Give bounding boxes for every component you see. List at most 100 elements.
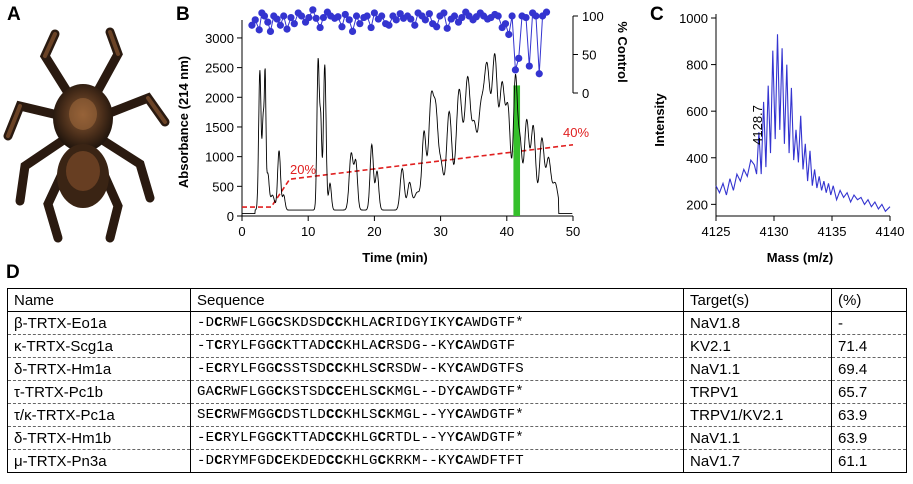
activity-point — [392, 16, 400, 24]
activity-point — [312, 14, 320, 22]
activity-point — [363, 12, 371, 20]
activity-point — [385, 21, 393, 29]
sequence-fragment: KRKM--KY — [386, 453, 456, 469]
toxin-percent: 65.7 — [831, 380, 907, 404]
activity-point — [290, 20, 298, 28]
activity-point — [511, 66, 520, 74]
cysteine-residue: C — [274, 430, 284, 446]
activity-point — [319, 13, 328, 22]
cysteine-residue: CC — [326, 361, 344, 377]
cysteine-residue: C — [377, 315, 387, 331]
toxin-sequence: -DCRWFLGGCSKDSDCCKHLACRIDGYIKYCAWDGTF* — [190, 311, 684, 335]
b-ytick-label: 0 — [227, 209, 234, 224]
b-xtick-label: 0 — [238, 224, 245, 239]
sequence-fragment: RYLFGG — [222, 338, 275, 354]
cysteine-residue: C — [455, 384, 464, 400]
toxin-sequence-table: Name Sequence Target(s) (%) β-TRTX-Eo1a -… — [7, 288, 907, 473]
activity-point — [352, 12, 361, 20]
activity-point — [316, 23, 324, 32]
activity-point — [535, 70, 543, 78]
peak-annotation: 4128.7 — [750, 105, 765, 145]
sequence-fragment: RSDW--KY — [386, 361, 456, 377]
cysteine-residue: CC — [326, 407, 344, 423]
activity-point — [260, 12, 269, 20]
b-xtick-label: 50 — [566, 224, 580, 239]
c-ytick-label: 1000 — [679, 11, 708, 26]
cysteine-residue: C — [377, 338, 387, 354]
sequence-fragment: DSTLD — [283, 407, 327, 423]
toxin-percent: 61.1 — [831, 449, 907, 473]
table-row: κ-TRTX-Scg1a -TCRYLFGGCKTTADCCKHLACRSDG--… — [7, 334, 907, 358]
cysteine-residue: CC — [326, 315, 344, 331]
sequence-fragment: RIDGYIKY — [386, 315, 456, 331]
sequence-fragment: KTTAD — [283, 338, 327, 354]
b-xtick-label: 40 — [500, 224, 514, 239]
cysteine-residue: C — [377, 430, 387, 446]
sequence-fragment: AWDGTF* — [463, 315, 524, 331]
activity-point — [433, 23, 441, 31]
gradient-label-20: 20% — [290, 162, 316, 177]
toxin-target: NaV1.1 — [683, 426, 832, 450]
activity-point — [370, 9, 378, 17]
b-xtick-label: 30 — [433, 224, 447, 239]
toxin-name: τ-TRTX-Pc1b — [7, 380, 191, 404]
toxin-sequence: GACRWFLGGCKSTSDCCEHLSCKMGL--DYCAWDGTF* — [190, 380, 684, 404]
activity-point — [356, 20, 364, 28]
sequence-fragment: AWDGTF* — [463, 384, 524, 400]
toxin-target: NaV1.1 — [683, 357, 832, 381]
activity-point — [280, 12, 288, 20]
toxin-sequence: -TCRYLFGGCKTTADCCKHLACRSDG--KYCAWDGTF — [190, 334, 684, 358]
sequence-fragment: -D — [197, 453, 215, 469]
sequence-fragment: RWFLGG — [222, 315, 275, 331]
sequence-fragment: AWDGTFS — [463, 361, 524, 377]
b-xlabel: Time (min) — [362, 250, 428, 265]
cysteine-residue: C — [455, 453, 464, 469]
cysteine-residue: C — [214, 361, 223, 377]
absorbance-trace — [242, 52, 573, 215]
cysteine-residue: C — [274, 384, 284, 400]
toxin-percent: 63.9 — [831, 426, 907, 450]
header-name: Name — [7, 288, 191, 312]
activity-point — [255, 26, 263, 34]
cysteine-residue: C — [455, 315, 464, 331]
b-ytick-label: 1000 — [205, 150, 234, 165]
toxin-percent: - — [831, 311, 907, 335]
activity-point — [266, 27, 275, 35]
activity-point — [378, 12, 386, 20]
header-percent: (%) — [831, 288, 907, 312]
b-y2tick-label: 100 — [582, 9, 604, 24]
panel-letter-d: D — [6, 262, 20, 283]
tarantula-photo — [3, 27, 170, 243]
cysteine-residue: CC — [326, 384, 344, 400]
cysteine-residue: C — [455, 338, 464, 354]
toxin-sequence: -DCRYMFGDCEKDEDCCKHLGCKRKM--KYCAWDFTFT — [190, 449, 684, 473]
table-row: β-TRTX-Eo1a -DCRWFLGGCSKDSDCCKHLACRIDGYIK… — [7, 311, 907, 335]
activity-point — [522, 13, 530, 22]
sequence-fragment: KHLG — [343, 453, 378, 469]
sequence-fragment: EKDED — [283, 453, 327, 469]
toxin-sequence: -ECRYLFGGCKTTADCCKHLGCRTDL--YYCAWDGTF* — [190, 426, 684, 450]
activity-point — [525, 62, 533, 70]
cysteine-residue: C — [274, 361, 284, 377]
table-row: τ/κ-TRTX-Pc1a SECRWFMGGCDSTLDCCKHLSCKMGL-… — [7, 403, 907, 427]
activity-point — [251, 16, 259, 24]
sequence-fragment: -E — [197, 430, 215, 446]
b-ytick-label: 500 — [212, 179, 234, 194]
sequence-fragment: KMGL--DY — [386, 384, 456, 400]
sequence-fragment: RWFLGG — [222, 384, 275, 400]
activity-point — [501, 20, 510, 28]
sequence-fragment: AWDGTF — [463, 338, 516, 354]
activity-point — [411, 21, 419, 29]
toxin-name: δ-TRTX-Hm1b — [7, 426, 191, 450]
b-ylabel: Absorbance (214 nm) — [176, 56, 191, 188]
activity-point — [341, 10, 349, 19]
b-ytick-label: 3000 — [205, 31, 234, 46]
activity-point — [273, 15, 281, 23]
hplc-chromatogram-chart: 0 10 20 30 40 5005001000150020002500300005010… — [176, 6, 630, 265]
sequence-fragment: AWDGTF* — [463, 430, 524, 446]
cysteine-residue: C — [214, 384, 223, 400]
c-xtick-label: 4135 — [818, 224, 847, 239]
cysteine-residue: C — [377, 407, 387, 423]
activity-point — [283, 25, 291, 33]
b-ytick-label: 2000 — [205, 90, 234, 105]
